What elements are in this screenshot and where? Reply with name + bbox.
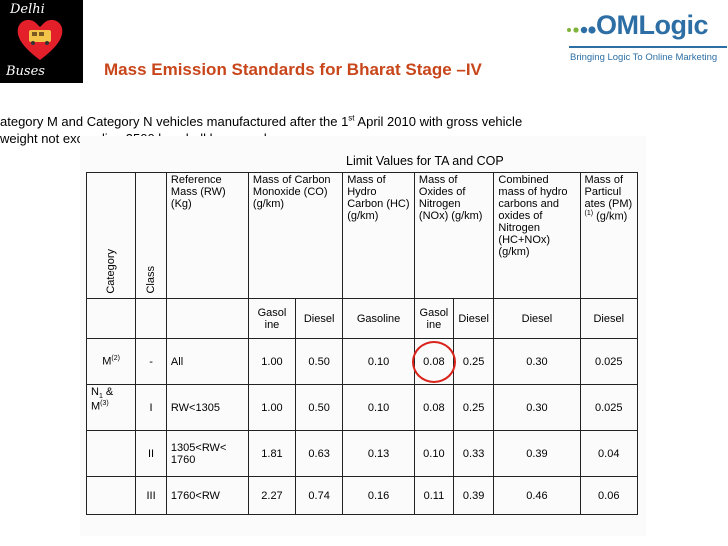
header-hcnox: Combined mass of hydro carbons and oxide… (493, 172, 581, 299)
header-category: Category (105, 249, 118, 294)
subheader-co-diesel: Diesel (295, 298, 344, 339)
subheader-hc-gasoline: Gasoline (342, 298, 415, 339)
table-header-row: Category Class Reference Mass (RW) (Kg) … (85, 172, 639, 299)
header-pm: Mass of Particul ates (PM) (1) (g/km) (579, 172, 639, 299)
table-subheader-row: Gasol ine Diesel Gasoline Gasol ine Dies… (85, 298, 639, 339)
header-hc: Mass of Hydro Carbon (HC) (g/km) (342, 172, 415, 299)
subheader-nox-diesel: Diesel (452, 298, 495, 339)
red-circle-highlight (412, 341, 456, 383)
header-co: Mass of Carbon Monoxide (CO) (g/km) (247, 172, 344, 299)
emission-standards-table: Category Class Reference Mass (RW) (Kg) … (85, 172, 639, 515)
table-row: N1 & M(3) I RW<1305 1.00 0.50 0.10 0.08 … (85, 384, 639, 431)
limit-values-heading: Limit Values for TA and COP (346, 154, 504, 168)
subheader-pm-diesel: Diesel (579, 298, 639, 339)
heart-bus-icon (17, 19, 63, 61)
subheader-hcnox-diesel: Diesel (493, 298, 581, 339)
header-class: Class (145, 266, 158, 294)
delhi-buses-logo: Delhi Buses (0, 0, 83, 83)
header-ref-mass: Reference Mass (RW) (Kg) (165, 172, 249, 299)
brand-divider (569, 46, 727, 48)
table-row: III 1760<RW 2.27 0.74 0.16 0.11 0.39 0.4… (85, 476, 639, 515)
page-title: Mass Emission Standards for Bharat Stage… (104, 60, 482, 79)
table-row: II 1305<RW< 1760 1.81 0.63 0.13 0.10 0.3… (85, 430, 639, 477)
omlogic-logo: OMLogic Bringing Logic To Online Marketi… (566, 6, 727, 66)
dots-icon (567, 26, 596, 34)
table-row: M(2) - All 1.00 0.50 0.10 0.08 0.25 0.30… (85, 338, 639, 385)
subheader-co-gasoline: Gasol ine (247, 298, 297, 339)
logo-bottom-text: Buses (6, 64, 45, 79)
logo-top-text: Delhi (10, 2, 45, 17)
subheader-nox-gasoline: Gasol ine (413, 298, 454, 339)
header-nox: Mass of Oxides of Nitrogen (NOx) (g/km) (413, 172, 495, 299)
brand-tagline: Bringing Logic To Online Marketing (570, 52, 718, 63)
brand-name: OMLogic (596, 10, 708, 40)
